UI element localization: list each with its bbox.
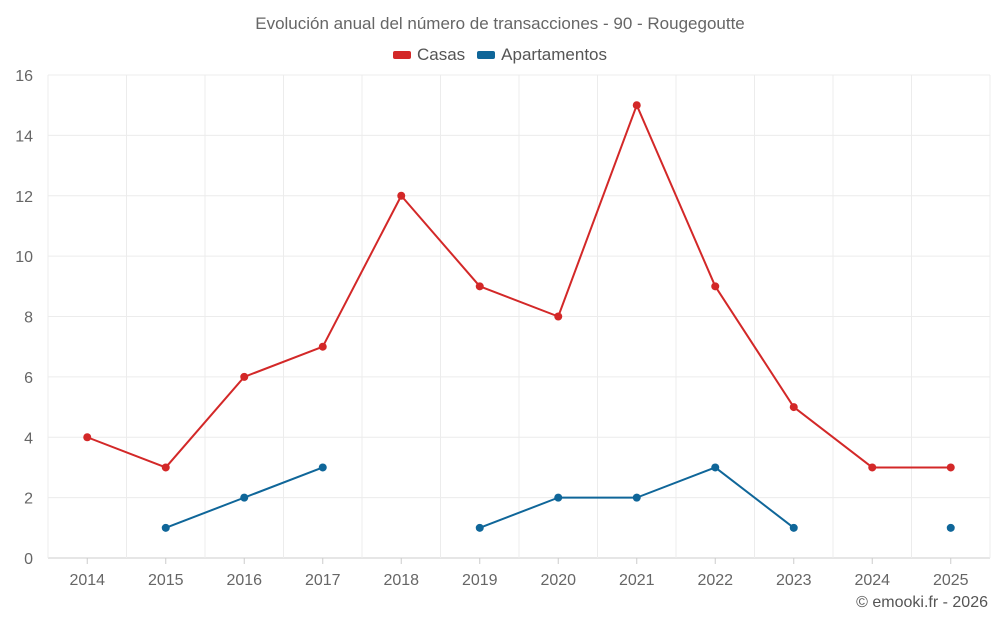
- data-point-casas: [946, 463, 955, 472]
- data-point-casas: [240, 372, 249, 381]
- y-tick-label: 0: [24, 551, 33, 568]
- legend-item-casas[interactable]: Casas: [392, 45, 466, 65]
- y-tick-label: 14: [15, 128, 33, 145]
- data-point-apartamentos: [789, 523, 798, 532]
- data-point-casas: [789, 403, 798, 412]
- x-tick-label: 2015: [148, 572, 184, 589]
- legend-swatch-apartamentos: [477, 51, 496, 59]
- data-point-casas: [318, 342, 327, 351]
- y-tick-label: 8: [24, 310, 33, 327]
- data-point-apartamentos: [632, 493, 641, 502]
- series-line-casas: [86, 104, 951, 469]
- legend: Casas Apartamentos: [0, 45, 1000, 65]
- data-point-apartamentos: [554, 493, 563, 502]
- y-tick-label: 12: [15, 189, 33, 206]
- x-tick-label: 2020: [540, 572, 576, 589]
- data-point-casas: [554, 312, 563, 321]
- data-point-casas: [475, 282, 484, 291]
- x-tick-label: 2014: [69, 572, 105, 589]
- y-tick-label: 6: [24, 370, 33, 387]
- x-tick-label: 2025: [933, 572, 969, 589]
- data-point-apartamentos: [711, 463, 720, 472]
- data-point-apartamentos: [946, 523, 955, 532]
- x-tick-label: 2016: [226, 572, 262, 589]
- copyright-credit: © emooki.fr - 2026: [856, 594, 988, 611]
- x-tick-label: 2017: [305, 572, 341, 589]
- data-point-apartamentos: [475, 523, 484, 532]
- x-tick-label: 2022: [697, 572, 733, 589]
- data-point-casas: [397, 191, 406, 200]
- x-tick-label: 2018: [383, 572, 419, 589]
- chart-title: Evolución anual del número de transaccio…: [255, 14, 745, 33]
- data-point-casas: [632, 101, 641, 110]
- x-tick-label: 2019: [462, 572, 498, 589]
- y-tick-label: 4: [24, 430, 33, 447]
- legend-label-apartamentos: Apartamentos: [501, 45, 608, 64]
- y-tick-label: 16: [15, 68, 33, 85]
- y-tick-label: 10: [15, 249, 33, 266]
- data-point-apartamentos: [240, 493, 249, 502]
- x-tick-label: 2024: [854, 572, 890, 589]
- legend-item-apartamentos[interactable]: Apartamentos: [477, 45, 607, 65]
- data-point-casas: [711, 282, 720, 291]
- legend-label-casas: Casas: [416, 45, 466, 64]
- data-point-casas: [161, 463, 170, 472]
- data-point-apartamentos: [161, 523, 170, 532]
- legend-swatch-casas: [392, 51, 411, 59]
- data-point-casas: [83, 433, 92, 442]
- y-tick-label: 2: [24, 491, 33, 508]
- x-tick-label: 2021: [619, 572, 655, 589]
- data-point-casas: [868, 463, 877, 472]
- x-tick-label: 2023: [776, 572, 812, 589]
- data-point-apartamentos: [318, 463, 327, 472]
